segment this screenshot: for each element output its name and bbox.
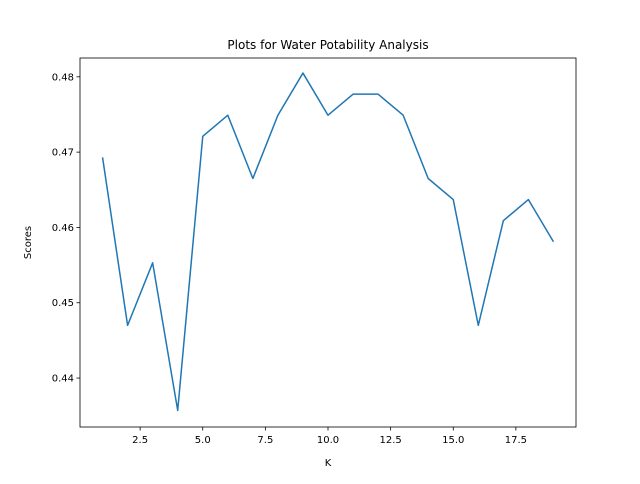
y-tick-label: 0.47 xyxy=(52,148,74,159)
x-tick-label: 7.5 xyxy=(257,435,273,446)
y-tick-label: 0.46 xyxy=(52,223,74,234)
chart-title: Plots for Water Potability Analysis xyxy=(227,38,428,52)
y-axis-label: Scores xyxy=(23,226,34,259)
x-axis-ticks: 2.5 5.0 7.5 10.0 12.5 15.0 17.5 xyxy=(132,427,527,446)
y-tick-label: 0.44 xyxy=(52,374,74,385)
x-axis-label: K xyxy=(325,458,332,469)
x-tick-label: 15.0 xyxy=(442,435,464,446)
x-tick-label: 10.0 xyxy=(317,435,339,446)
x-tick-label: 5.0 xyxy=(195,435,211,446)
x-tick-label: 12.5 xyxy=(379,435,401,446)
series-line xyxy=(101,72,555,412)
x-tick-label: 2.5 xyxy=(132,435,148,446)
y-tick-label: 0.48 xyxy=(52,72,74,83)
y-tick-label: 0.45 xyxy=(52,298,74,309)
y-axis-ticks: 0.44 0.45 0.46 0.47 0.48 xyxy=(52,72,80,385)
x-tick-label: 17.5 xyxy=(505,435,527,446)
